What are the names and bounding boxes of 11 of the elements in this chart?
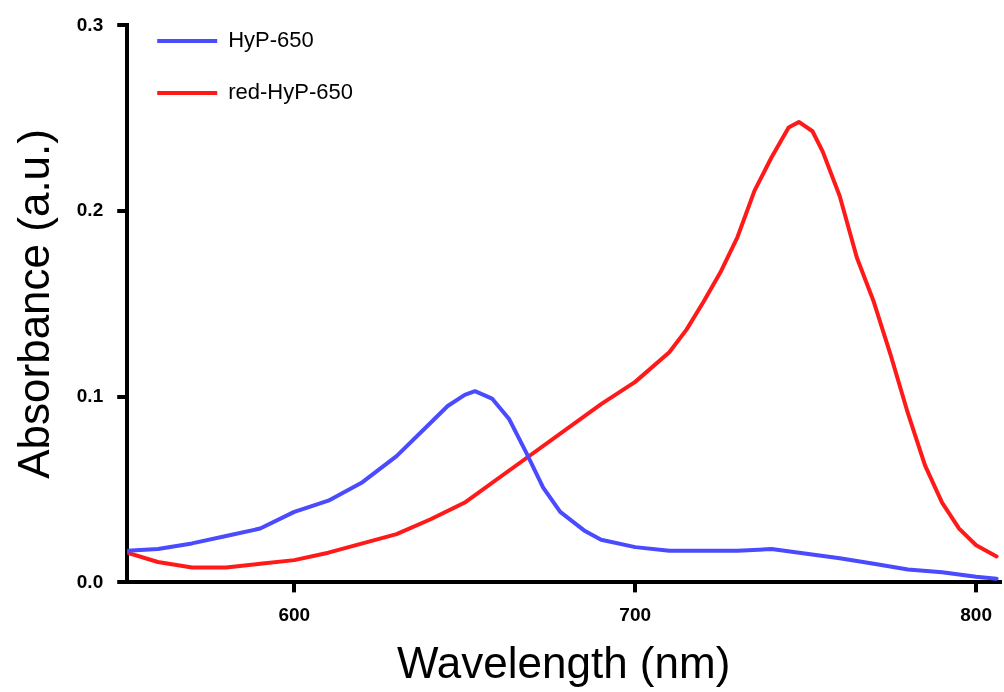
x-tick-label: 600 bbox=[278, 604, 311, 626]
x-tick-label: 700 bbox=[619, 604, 652, 626]
legend-label: red-HyP-650 bbox=[228, 79, 353, 105]
x-tick-label: 800 bbox=[960, 604, 992, 626]
y-tick-label: 0.2 bbox=[76, 199, 104, 221]
y-tick-label: 0.1 bbox=[76, 384, 104, 406]
y-axis-title: Absorbance (a.u.) bbox=[8, 129, 58, 479]
y-tick-label: 0.3 bbox=[76, 13, 104, 35]
x-axis-title: Wavelength (nm) bbox=[396, 637, 731, 687]
y-tick-label: 0.0 bbox=[76, 570, 104, 592]
legend-label: HyP-650 bbox=[228, 27, 314, 53]
